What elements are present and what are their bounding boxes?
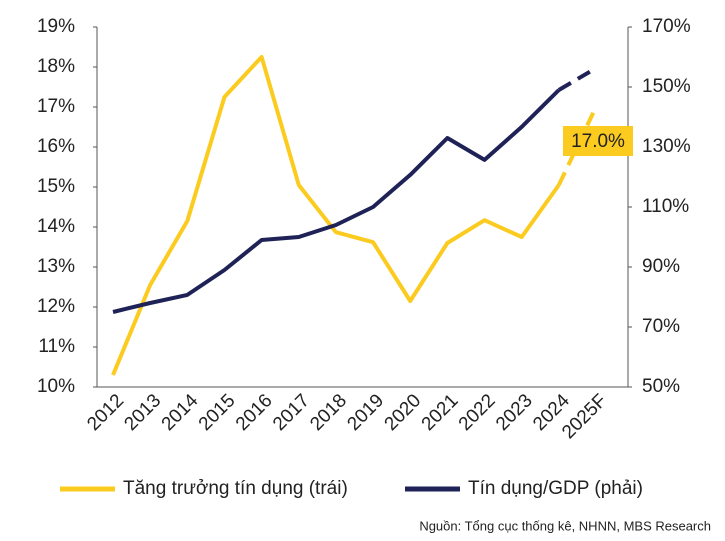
y-tick-label: 18% [37, 56, 75, 77]
x-tick-label: 2013 [120, 390, 165, 435]
y-tick-label: 11% [38, 336, 75, 357]
y-tick-label: 10% [37, 376, 75, 397]
y2-tick-label: 50% [642, 376, 680, 397]
x-tick-label: 2022 [455, 390, 500, 435]
y2-tick-label: 170% [642, 16, 691, 37]
x-tick-label: 2014 [158, 390, 203, 435]
y-tick-label: 14% [37, 216, 75, 237]
y-tick-label: 17% [37, 96, 75, 117]
y-tick-label: 19% [37, 16, 75, 37]
y2-tick-label: 130% [642, 136, 691, 157]
x-tick-label: 2020 [381, 390, 426, 435]
x-tick-label: 2021 [418, 390, 463, 435]
y2-tick-label: 150% [642, 76, 691, 97]
y-tick-label: 12% [37, 296, 75, 317]
y2-tick-label: 70% [642, 316, 680, 337]
y-tick-label: 16% [37, 136, 75, 157]
source: Nguồn: Tổng cục thống kê, NHNN, MBS Rese… [419, 518, 711, 533]
y2-tick-label: 90% [642, 256, 680, 277]
x-tick-label: 2019 [343, 390, 388, 435]
legend-label: Tăng trưởng tín dụng (trái) [123, 478, 348, 499]
x-tick-label: 2017 [269, 390, 314, 435]
x-tick-label: 2012 [83, 390, 128, 435]
x-tick-label: 2015 [195, 390, 240, 435]
legend-label: Tín dụng/GDP (phải) [468, 478, 643, 499]
y-tick-label: 15% [37, 176, 75, 197]
y-tick-label: 13% [37, 256, 75, 277]
x-tick-label: 2018 [306, 390, 351, 435]
series-line-forecast [557, 106, 598, 186]
value-label: 17.0% [571, 131, 625, 152]
series-line-forecast [557, 66, 598, 92]
x-tick-label: 2023 [492, 390, 537, 435]
x-tick-label: 2016 [232, 390, 277, 435]
value-label-box [563, 126, 633, 156]
y2-tick-label: 110% [642, 196, 689, 217]
series-line [111, 55, 561, 376]
series-line [112, 88, 561, 314]
